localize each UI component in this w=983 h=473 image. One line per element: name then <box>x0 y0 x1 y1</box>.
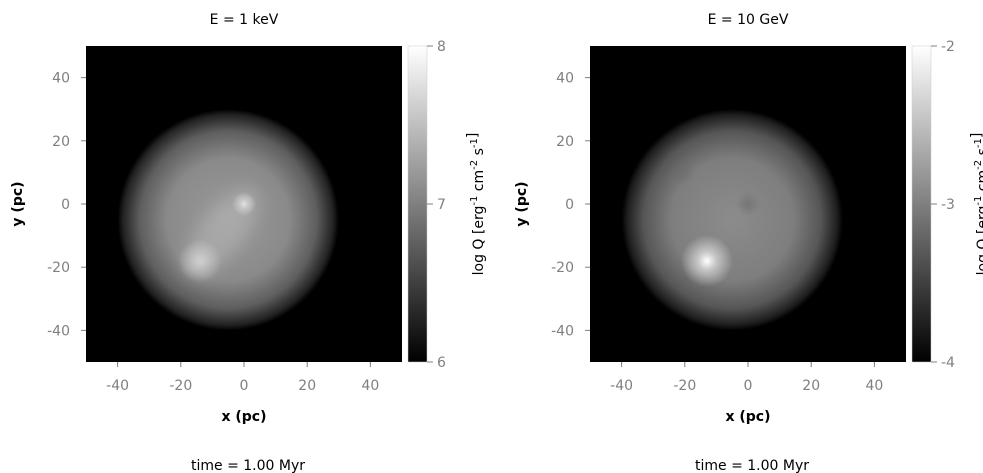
chart-panel-2: E = 10 GeV -40 -20 0 20 40 -40 -20 0 20 40 x (pc) y … <box>514 12 983 473</box>
colorbar-label-part: cm <box>975 170 983 196</box>
colorbar-label-part: ] <box>969 133 983 138</box>
y-tick-label: -40 <box>47 323 70 339</box>
emission-spot <box>177 238 222 283</box>
emission-faint-spot <box>736 192 760 216</box>
x-tick-label: -40 <box>106 378 129 394</box>
y-tick-label: 0 <box>61 197 70 213</box>
colorbar-label-superscript: -2 <box>973 160 983 170</box>
colorbar-label: log Q [erg-1 cm-2 s-1] <box>465 133 487 276</box>
y-tick-label: 0 <box>565 197 574 213</box>
x-tick-label: -20 <box>169 378 192 394</box>
y-tick-label: -40 <box>551 323 574 339</box>
y-tick-label: -20 <box>551 260 574 276</box>
x-tick-label: 0 <box>240 378 249 394</box>
colorbar-tick-label: -2 <box>941 39 955 55</box>
colorbar-tick-label: 6 <box>437 355 446 371</box>
colorbar-label-part: log Q [erg <box>975 206 983 276</box>
colorbar-label-part: s <box>471 148 487 160</box>
colorbar-label-part: log Q [erg <box>471 206 487 276</box>
colorbar-tick-label: -3 <box>941 197 955 213</box>
colorbar-label-superscript: -1 <box>973 138 983 148</box>
x-tick-label: -20 <box>673 378 696 394</box>
y-tick-label: -20 <box>47 260 70 276</box>
y-tick-label: 20 <box>556 134 574 150</box>
x-tick-label: 40 <box>865 378 883 394</box>
colorbar <box>407 45 428 363</box>
y-tick-label: 40 <box>52 71 70 87</box>
x-tick-label: 40 <box>361 378 379 394</box>
x-axis-label: x (pc) <box>725 409 770 425</box>
x-tick-label: 0 <box>744 378 753 394</box>
heatmap-image <box>621 109 843 331</box>
colorbar-label-part: s <box>975 148 983 160</box>
y-axis-label: y (pc) <box>514 181 530 226</box>
time-annotation: time = 1.00 Myr <box>695 458 809 473</box>
emission-faint-spot <box>667 158 696 187</box>
colorbar-label-part: cm <box>471 170 487 196</box>
colorbar-label-superscript: -1 <box>469 196 480 206</box>
chart-title: E = 1 keV <box>210 12 279 28</box>
x-tick-label: 20 <box>298 378 316 394</box>
colorbar <box>911 45 932 363</box>
colorbar-label: log Q [erg-1 cm-2 s-1] <box>969 133 983 276</box>
colorbar-label-superscript: -2 <box>469 160 480 170</box>
emission-disk <box>621 109 843 331</box>
colorbar-tick-label: 7 <box>437 197 446 213</box>
colorbar-tick-label: 8 <box>437 39 446 55</box>
y-tick-label: 20 <box>52 134 70 150</box>
y-axis-label: y (pc) <box>10 181 26 226</box>
colorbar-label-part: ] <box>465 133 481 138</box>
heatmap-image <box>117 109 339 331</box>
y-tick-label: 40 <box>556 71 574 87</box>
emission-peak <box>680 234 733 287</box>
x-axis-label: x (pc) <box>221 409 266 425</box>
colorbar-label-superscript: -1 <box>469 138 480 148</box>
colorbar-tick-label: -4 <box>941 355 955 371</box>
chart-title: E = 10 GeV <box>708 12 789 28</box>
time-annotation: time = 1.00 Myr <box>191 458 305 473</box>
x-tick-label: 20 <box>802 378 820 394</box>
chart-panel-1: E = 1 keV -40 -20 0 20 40 -40 -20 0 20 40 x (pc) y (… <box>10 12 487 473</box>
x-tick-label: -40 <box>610 378 633 394</box>
colorbar-label-superscript: -1 <box>973 196 983 206</box>
